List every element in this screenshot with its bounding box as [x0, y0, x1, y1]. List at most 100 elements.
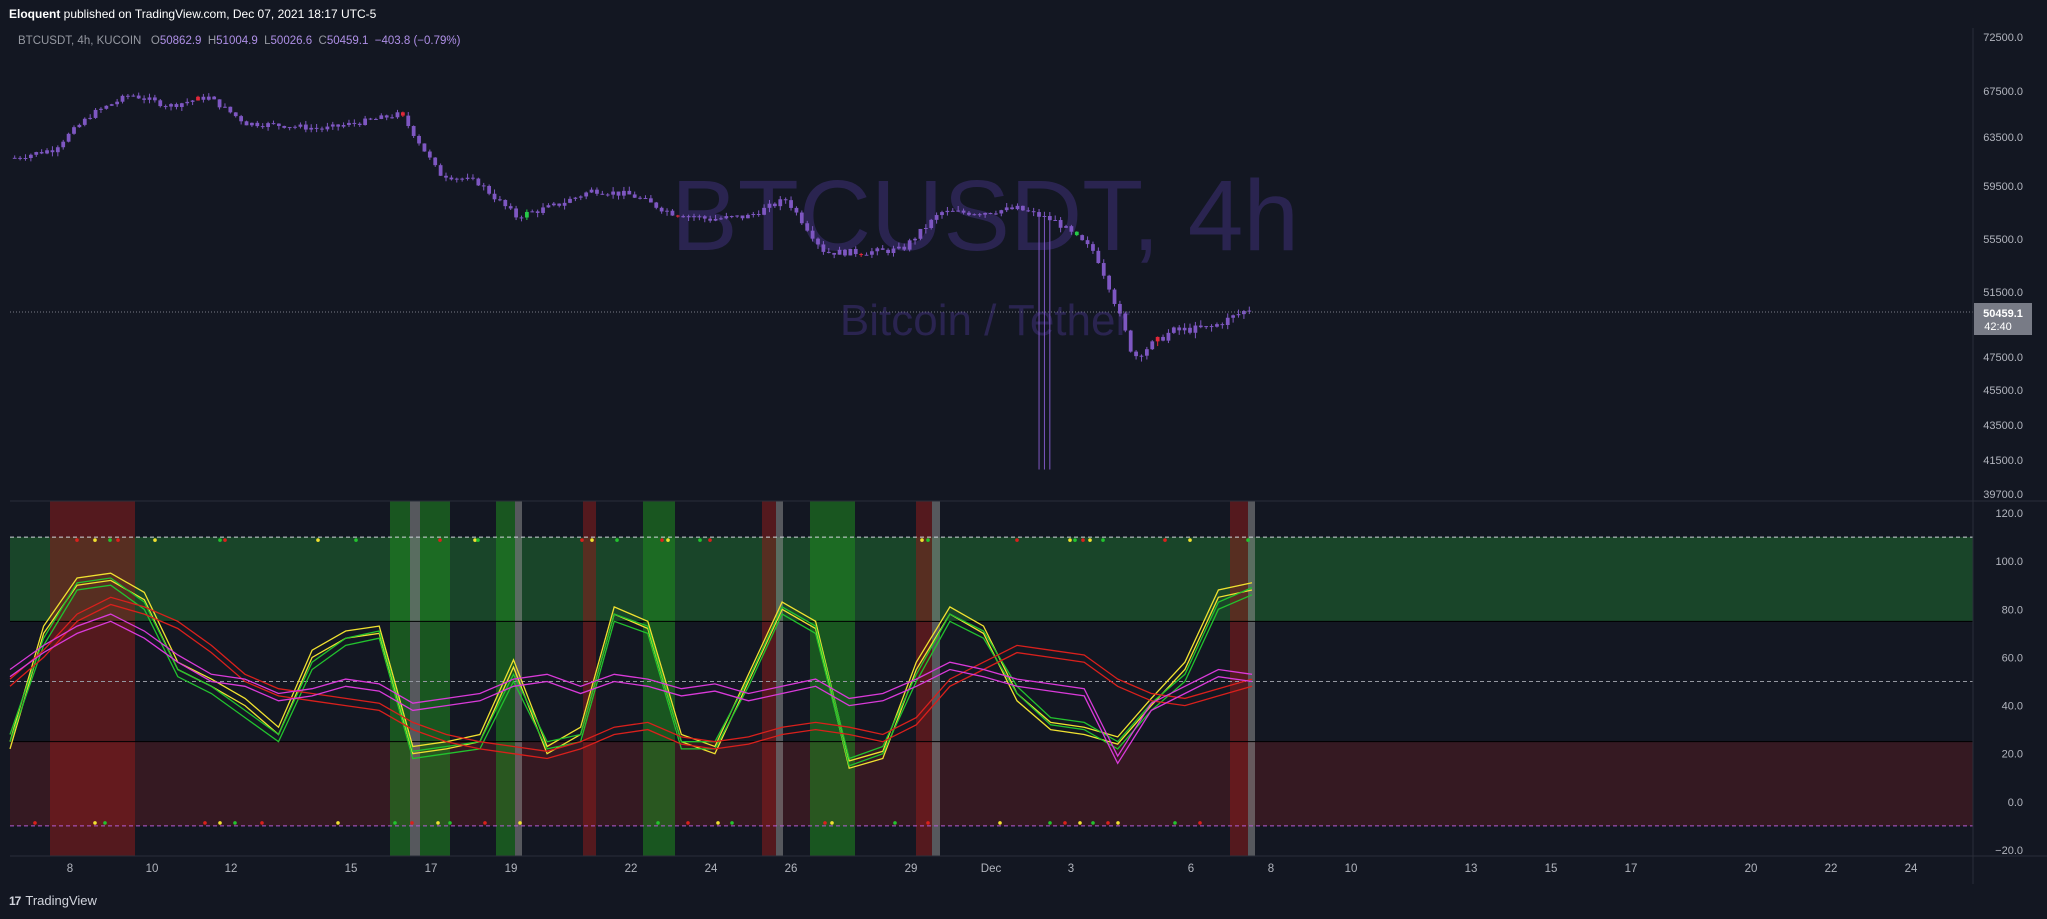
candle-body — [605, 194, 610, 196]
candle-body — [1225, 317, 1230, 325]
candle-body — [1047, 215, 1052, 221]
candle-body — [28, 154, 33, 159]
oscillator-line-yellow — [9, 579, 1253, 770]
candle-body — [352, 122, 357, 124]
signal-dot — [660, 538, 664, 542]
candle-body — [1198, 325, 1203, 328]
candle-body — [837, 249, 842, 255]
svg-text:50459.1: 50459.1 — [1983, 308, 2023, 320]
candle-body — [99, 108, 103, 110]
candle-body — [535, 211, 540, 213]
signal-dot — [1073, 538, 1077, 542]
candle-body — [702, 216, 707, 219]
candle-body — [719, 218, 723, 220]
candle-body — [832, 252, 837, 255]
candle-body — [303, 124, 308, 130]
candle-body — [449, 177, 454, 180]
candle-body — [994, 213, 998, 215]
candle-body — [433, 157, 438, 166]
candle-body — [196, 96, 200, 101]
candle-body — [169, 104, 173, 107]
signal-dot — [448, 821, 452, 825]
candle-body — [293, 126, 297, 128]
candle-body — [530, 211, 535, 213]
candle-body — [260, 126, 265, 128]
candle-body — [557, 203, 562, 206]
signal-dot — [1088, 538, 1092, 542]
candle-body — [126, 95, 130, 97]
price-tick-label: 45500.0 — [1983, 385, 2023, 397]
candle-body — [201, 96, 206, 100]
candle-body — [244, 121, 249, 126]
osc-tick-label: 60.0 — [2002, 652, 2023, 664]
candle-body — [314, 127, 319, 129]
time-axis[interactable]: 8 10 12 15 17 19 22 24 26 29 Dec 3 6 8 10 13 15 17 20 22 24 — [67, 863, 1918, 875]
time-tick-label: 3 — [1068, 863, 1074, 875]
candle-body — [454, 178, 459, 180]
oscillator-axis[interactable]: 120.0 100.0 80.0 60.0 40.0 20.0 0.0 −20.0 — [1995, 508, 2023, 857]
candle-body — [945, 210, 950, 213]
candle-body — [152, 97, 157, 101]
oversold-zone — [10, 741, 1973, 826]
symbol-legend[interactable]: BTCUSDT, 4h, KUCOIN O50862.9 H51004.9 L5… — [18, 35, 461, 47]
signal-dot — [473, 538, 477, 542]
candle-body — [708, 218, 713, 221]
signal-band — [776, 501, 783, 856]
price-tick-label: 59500.0 — [1983, 181, 2023, 193]
candle-body — [1101, 263, 1106, 276]
signal-dot — [1116, 821, 1120, 825]
signal-band — [1248, 501, 1255, 856]
signal-band — [50, 501, 90, 856]
candle-body — [896, 246, 901, 249]
time-tick-label: 26 — [785, 863, 798, 875]
time-tick-label: 8 — [1268, 863, 1274, 875]
candle-body — [325, 126, 330, 130]
signal-dot — [233, 821, 237, 825]
candle-body — [72, 127, 76, 134]
candle-body — [923, 227, 928, 229]
candle-body — [762, 207, 766, 215]
candle-body — [686, 216, 691, 218]
candle-body — [627, 190, 632, 195]
signal-dot — [580, 538, 584, 542]
signal-dot — [708, 538, 712, 542]
candle-body — [816, 238, 820, 245]
candle-body — [427, 151, 432, 158]
candle-body — [77, 124, 82, 128]
candle-body — [1004, 207, 1009, 211]
candle-body — [568, 198, 572, 203]
candle-body — [287, 127, 292, 129]
signal-dot — [33, 821, 37, 825]
price-axis[interactable]: 72500.0 67500.0 63500.0 59500.0 55500.0 51500… — [1983, 32, 2023, 501]
candle-body — [967, 212, 971, 215]
time-tick-label: 17 — [1625, 863, 1638, 875]
signal-dot — [730, 821, 734, 825]
candle-body — [460, 178, 465, 180]
oscillator-line-magenta — [9, 613, 1253, 758]
candle-body — [233, 112, 238, 117]
candle-body — [374, 118, 378, 120]
candle-body — [1155, 336, 1160, 342]
candle-body — [158, 100, 163, 107]
candle-body — [1042, 215, 1047, 217]
signal-dot — [1246, 538, 1250, 542]
candle-body — [492, 193, 497, 200]
candle-body — [843, 249, 847, 256]
time-tick-label: 19 — [505, 863, 518, 875]
candle-body — [799, 212, 804, 224]
time-tick-label: 22 — [1825, 863, 1838, 875]
candle-body — [239, 116, 244, 122]
publish-bar: Eloquent published on TradingView.com, D… — [0, 0, 2047, 28]
time-tick-label: 8 — [67, 863, 73, 875]
time-tick-label: 10 — [1345, 863, 1358, 875]
osc-tick-label: 80.0 — [2002, 604, 2023, 616]
candle-body — [384, 115, 389, 118]
tradingview-footer[interactable]: 17 TradingView — [9, 893, 97, 908]
signal-band — [420, 501, 450, 856]
signal-dot — [716, 821, 720, 825]
tradingview-logo-icon: 17 — [9, 894, 21, 908]
candle-body — [142, 98, 146, 100]
price-tick-label: 63500.0 — [1983, 132, 2023, 144]
candle-body — [665, 210, 669, 212]
